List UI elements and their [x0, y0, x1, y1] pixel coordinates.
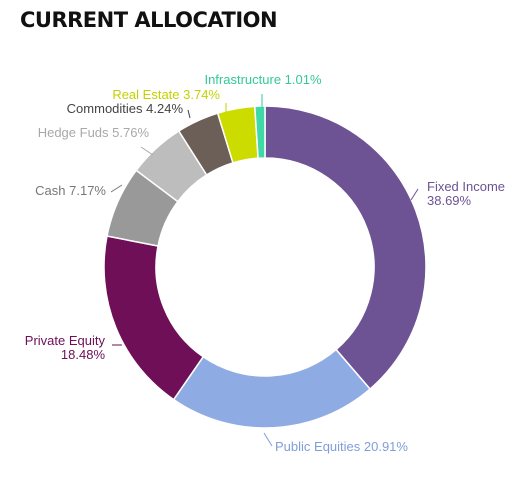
- slice-label-cash: Cash 7.17%: [35, 183, 106, 198]
- labels-layer: Fixed Income 38.69% Public Equities 20.91%…: [25, 72, 505, 454]
- slice-label-line: 18.48%: [61, 347, 106, 362]
- leader-line-public-equities: [263, 432, 273, 447]
- slice-label-line: Infrastructure 1.01%: [204, 72, 321, 87]
- slice-label-real-estate: Real Estate 3.74%: [112, 87, 220, 102]
- slice-label-line: Private Equity: [25, 333, 106, 348]
- slice-infrastructure[interactable]: [253, 105, 266, 160]
- leader-line-commodities: [187, 109, 191, 119]
- slice-label-infrastructure: Infrastructure 1.01%: [204, 72, 321, 87]
- slice-label-private-equity: Private Equity 18.48%: [25, 333, 106, 362]
- slice-label-fixed-income: Fixed Income 38.69%: [427, 179, 505, 208]
- slice-fixed-income[interactable]: [264, 105, 427, 391]
- leader-line-hedge-fuds: [140, 146, 154, 156]
- slice-label-line: Commodities 4.24%: [67, 101, 184, 116]
- slices-layer: [103, 105, 427, 429]
- slice-label-commodities: Commodities 4.24%: [67, 101, 184, 116]
- slice-label-line: Hedge Fuds 5.76%: [38, 125, 150, 140]
- chart-title: CURRENT ALLOCATION: [20, 8, 278, 32]
- leader-line-fixed-income: [410, 188, 419, 201]
- slice-label-hedge-fuds: Hedge Fuds 5.76%: [38, 125, 150, 140]
- slice-private-equity[interactable]: [103, 235, 205, 401]
- slice-label-line: Fixed Income: [427, 179, 505, 194]
- slice-label-line: 38.69%: [427, 193, 472, 208]
- slice-label-public-equities: Public Equities 20.91%: [275, 439, 408, 454]
- slice-label-line: Real Estate 3.74%: [112, 87, 220, 102]
- slice-label-line: Cash 7.17%: [35, 183, 106, 198]
- leader-line-cash: [110, 184, 123, 193]
- slice-label-line: Public Equities 20.91%: [275, 439, 408, 454]
- slice-public-equities[interactable]: [172, 348, 372, 429]
